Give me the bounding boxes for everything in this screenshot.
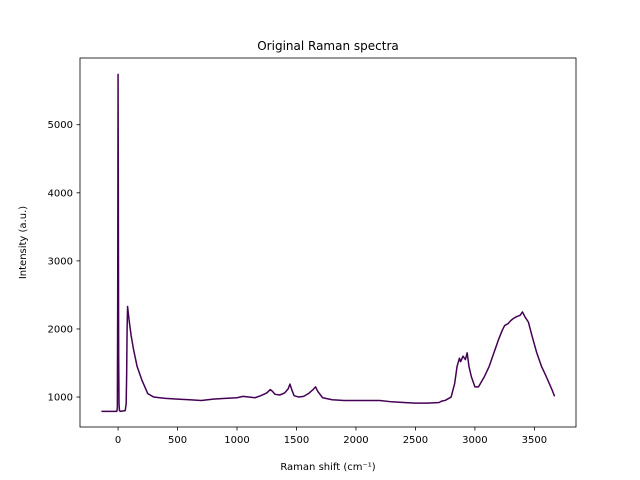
plot-frame (79, 57, 577, 428)
chart-title: Original Raman spectra (257, 39, 399, 53)
y-tick-label: 3000 (48, 256, 73, 267)
x-tick-label: 500 (168, 435, 187, 446)
x-tick-label: 2500 (403, 435, 428, 446)
y-tick-label: 4000 (48, 188, 73, 199)
x-tick-label: 2000 (343, 435, 368, 446)
plot-area (101, 73, 556, 413)
x-tick-label: 0 (115, 435, 121, 446)
x-tick-label: 3000 (462, 435, 487, 446)
y-tick-label: 5000 (48, 120, 73, 131)
x-tick-label: 3500 (522, 435, 547, 446)
y-axis-label: Intensity (a.u.) (18, 206, 29, 279)
y-tick-label: 2000 (48, 324, 73, 335)
x-tick-label: 1500 (284, 435, 309, 446)
y-tick-label: 1000 (48, 393, 73, 404)
series-line-0 (101, 73, 556, 413)
x-tick-label: 1000 (224, 435, 249, 446)
axis-ticks: 0 500 1000 1500 2000 2500 3000 3500 1000 2000 3000… (48, 120, 548, 446)
x-axis-label: Raman shift (cm⁻¹) (280, 462, 375, 473)
